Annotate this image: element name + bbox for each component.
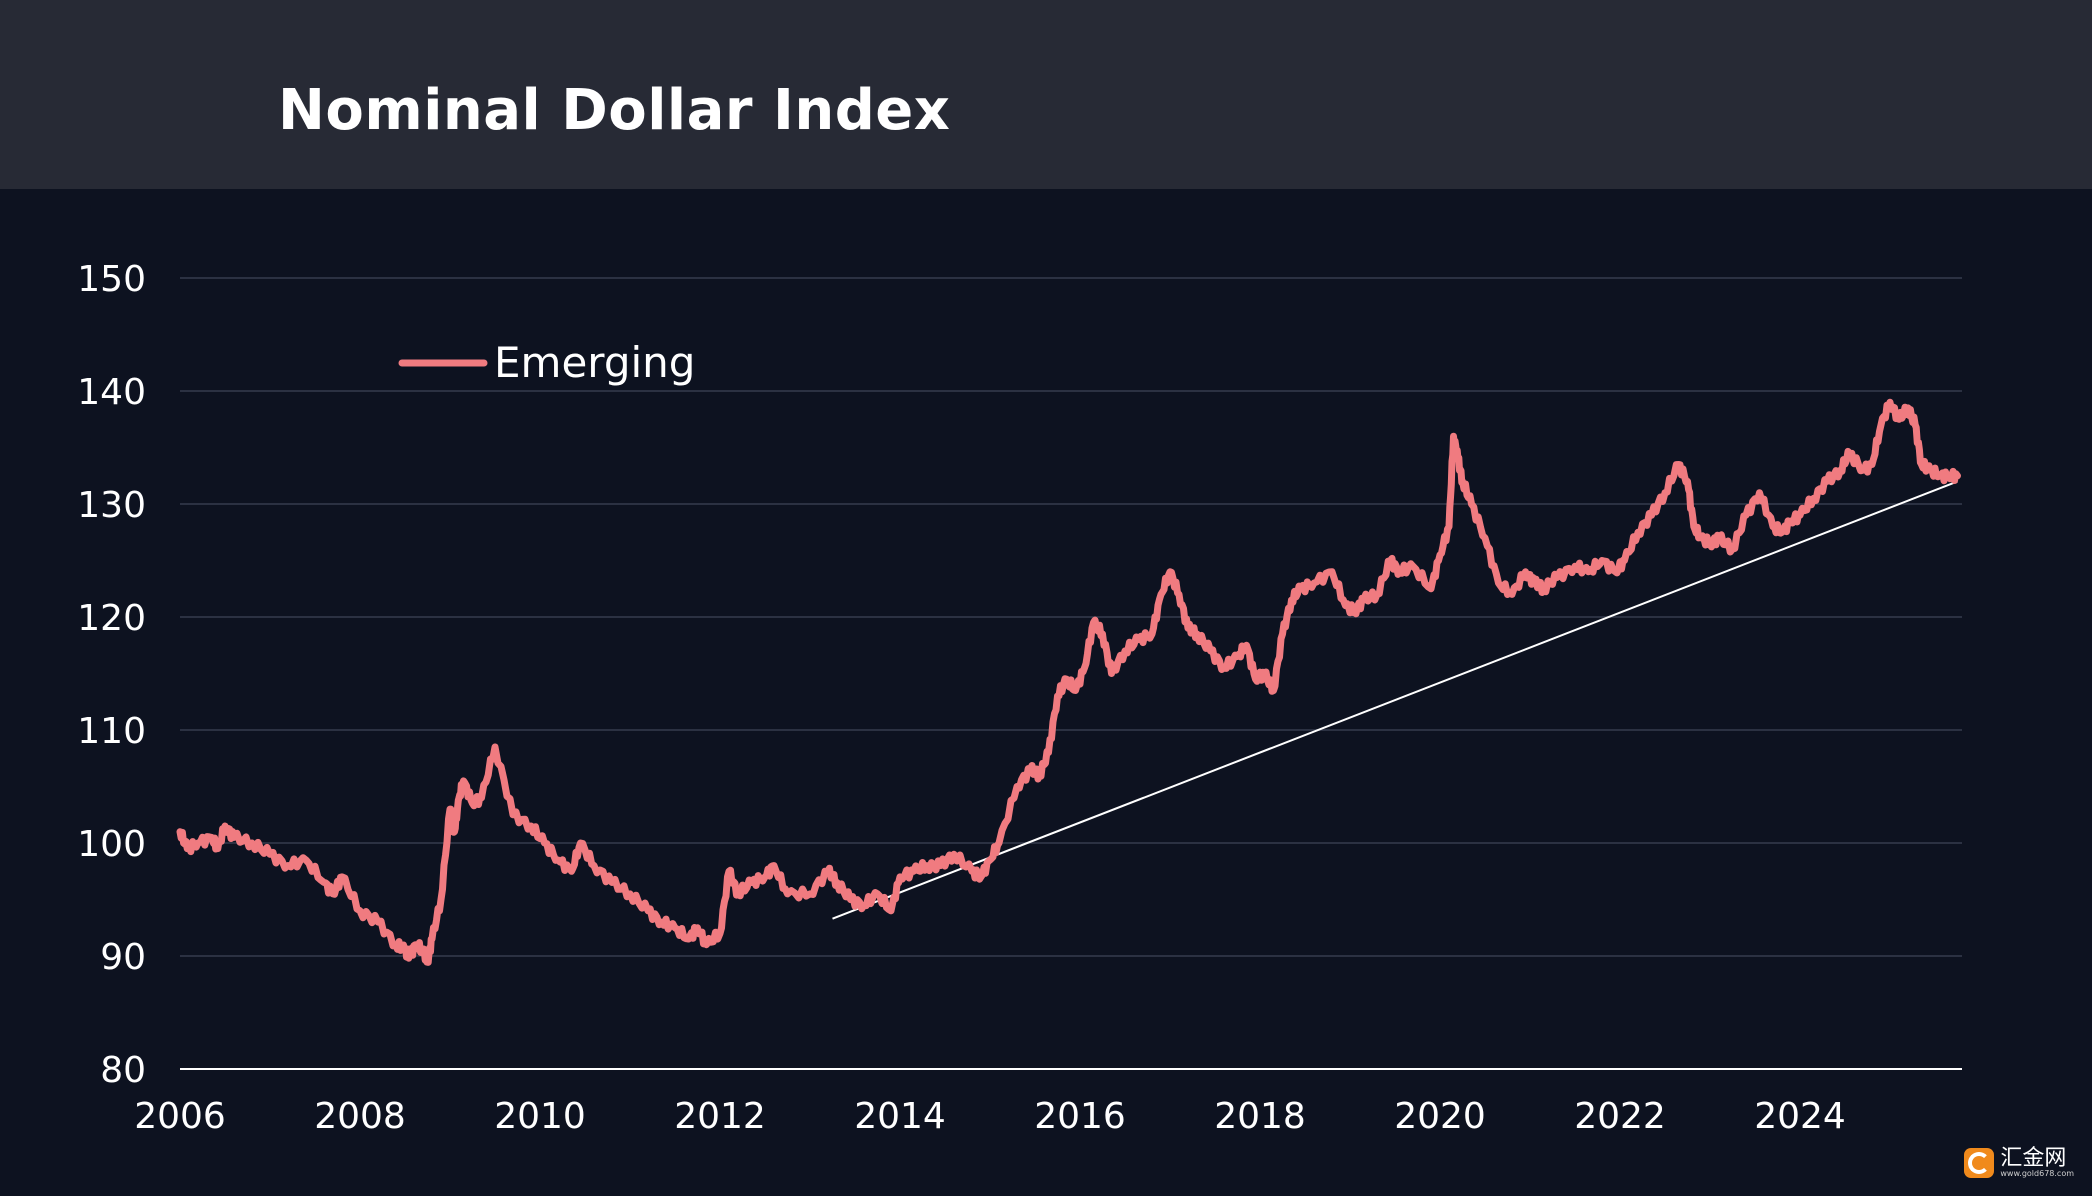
- x-tick-label: 2006: [134, 1096, 226, 1137]
- x-tick-label: 2022: [1574, 1096, 1666, 1137]
- x-tick-label: 2024: [1754, 1096, 1846, 1137]
- y-tick-label: 110: [77, 711, 146, 752]
- x-tick-label: 2008: [314, 1096, 406, 1137]
- chart-title: Nominal Dollar Index: [278, 78, 951, 143]
- y-tick-label: 100: [77, 824, 146, 865]
- y-tick-label: 120: [77, 598, 146, 639]
- x-tick-label: 2010: [494, 1096, 586, 1137]
- x-tick-label: 2012: [674, 1096, 766, 1137]
- watermark-url: www.gold678.com: [2000, 1169, 2074, 1178]
- x-tick-label: 2016: [1034, 1096, 1126, 1137]
- series-line-emerging: [176, 398, 1961, 966]
- y-tick-label: 80: [100, 1050, 146, 1091]
- trendline: [832, 480, 1958, 920]
- watermark: 汇金网 www.gold678.com: [1964, 1148, 2074, 1178]
- gold-logo-icon: [1964, 1148, 1995, 1178]
- watermark-name: 汇金网: [2000, 1146, 2067, 1171]
- y-tick-label: 140: [77, 372, 146, 413]
- y-tick-label: 150: [77, 259, 146, 300]
- header-bar: Nominal Dollar Index: [0, 0, 2092, 189]
- y-tick-label: 130: [77, 485, 146, 526]
- x-tick-label: 2014: [854, 1096, 946, 1137]
- x-tick-label: 2018: [1214, 1096, 1306, 1137]
- x-tick-label: 2020: [1394, 1096, 1486, 1137]
- y-tick-label: 90: [100, 937, 146, 978]
- legend-label: Emerging: [494, 338, 695, 387]
